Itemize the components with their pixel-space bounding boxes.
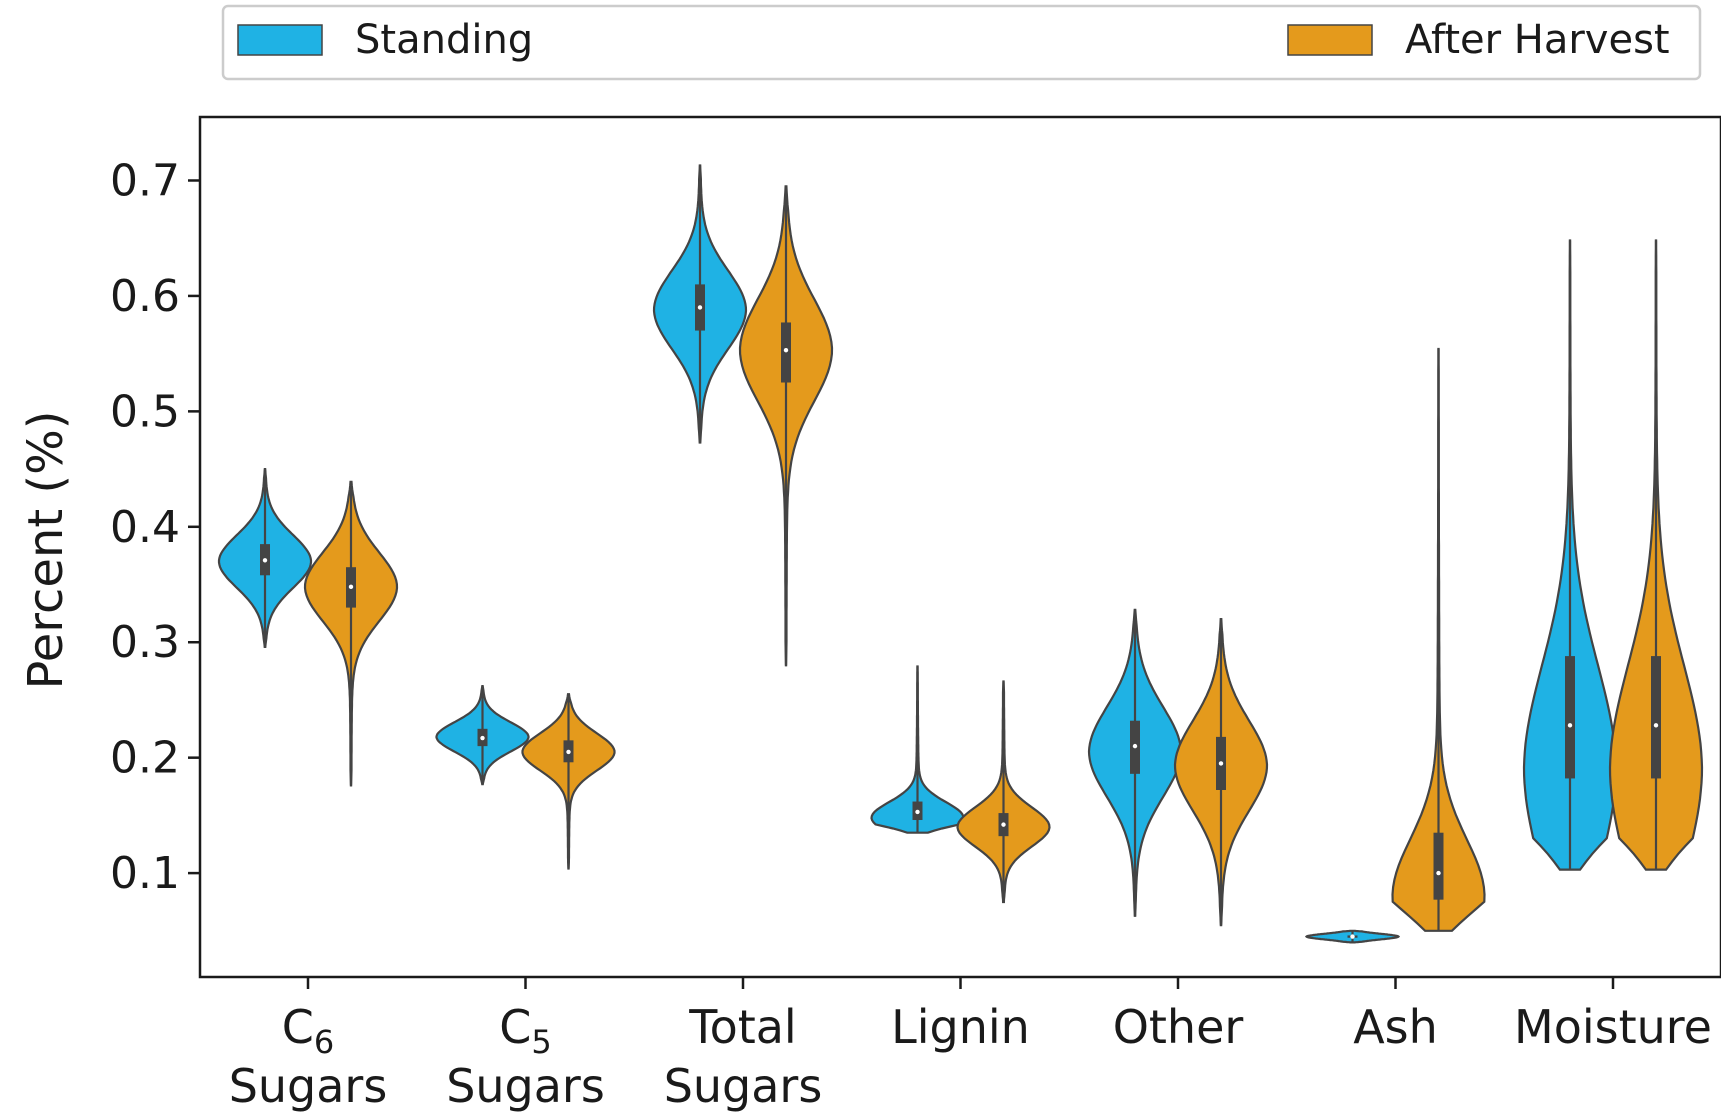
x-tick-label-other: Other xyxy=(1113,1000,1244,1054)
violin-median-standing-c5 xyxy=(480,735,485,741)
legend: Standing After Harvest xyxy=(221,4,1702,81)
x-tick-label-total: Total xyxy=(688,1000,796,1054)
violin-median-after-harvest-lignin xyxy=(1001,822,1006,827)
violin-median-standing-lignin xyxy=(915,809,920,815)
violin-median-standing-c6 xyxy=(262,558,268,563)
violin-median-standing-total xyxy=(697,305,703,310)
violin-iqr-box-after-harvest-moisture xyxy=(1651,656,1661,779)
y-tick-label: 0.7 xyxy=(110,155,180,206)
y-tick-label: 0.3 xyxy=(110,617,180,668)
x-tick-label-lignin: Lignin xyxy=(891,1000,1030,1054)
violin-median-after-harvest-c6 xyxy=(348,584,354,590)
legend-label-after-harvest: After Harvest xyxy=(1405,17,1670,63)
violin-median-after-harvest-c5 xyxy=(566,749,571,755)
violin-median-standing-moisture xyxy=(1567,723,1573,728)
y-tick-label: 0.6 xyxy=(110,271,180,322)
x-tick-label-line2: Sugars xyxy=(229,1059,388,1113)
x-tick-label-ash: Ash xyxy=(1353,1000,1438,1054)
violin-iqr-box-after-harvest-ash xyxy=(1433,832,1444,900)
y-axis-label: Percent (%) xyxy=(18,411,74,690)
legend-label-standing: Standing xyxy=(355,17,533,63)
plot-frame xyxy=(198,115,1721,979)
y-tick-label: 0.5 xyxy=(110,386,180,437)
y-ticks: 0.1 0.2 0.3 0.4 0.5 0.6 0.7 xyxy=(110,155,200,899)
violin-median-after-harvest-ash xyxy=(1436,870,1441,876)
x-tick-label-c5: C5 xyxy=(499,1000,551,1061)
legend-swatch-standing xyxy=(237,24,323,56)
violin-median-standing-other xyxy=(1132,743,1138,749)
violin-median-after-harvest-other xyxy=(1218,761,1224,766)
y-tick-label: 0.1 xyxy=(110,848,180,899)
x-tick-label-line2: Sugars xyxy=(664,1059,823,1113)
x-tick-label-moisture: Moisture xyxy=(1514,1000,1712,1054)
violin-median-standing-ash xyxy=(1350,934,1355,939)
y-tick-label: 0.4 xyxy=(110,502,180,553)
y-tick-label: 0.2 xyxy=(110,733,180,784)
violin-median-after-harvest-moisture xyxy=(1653,723,1659,728)
legend-swatch-after-harvest xyxy=(1287,24,1373,56)
violin-iqr-box-after-harvest-total xyxy=(781,322,791,383)
x-tick-label-c6: C6 xyxy=(282,1000,334,1061)
violin-iqr-box-standing-moisture xyxy=(1565,656,1575,779)
x-tick-label-line2: Sugars xyxy=(446,1059,605,1113)
violins xyxy=(217,164,1704,944)
violin-median-after-harvest-total xyxy=(783,347,789,353)
